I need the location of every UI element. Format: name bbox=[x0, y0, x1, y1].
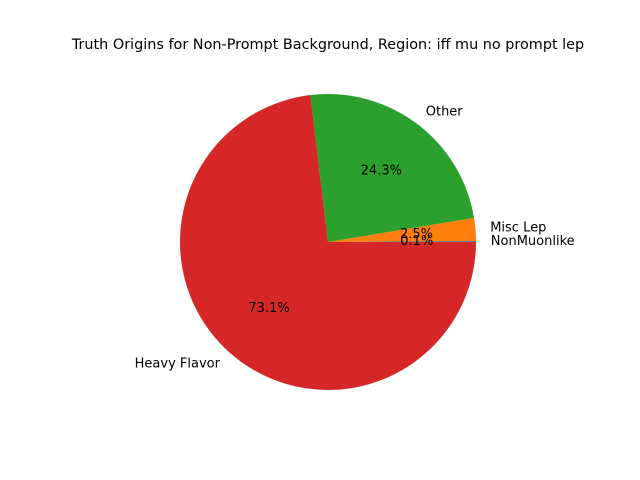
slice-pct-other: 24.3% bbox=[361, 163, 402, 178]
slice-label-heavy-flavor: Heavy Flavor bbox=[135, 356, 221, 371]
pie-slice-other bbox=[310, 94, 475, 242]
chart-title: Truth Origins for Non-Prompt Background,… bbox=[71, 37, 584, 53]
slice-label-nonmuonlike: NonMuonlike bbox=[491, 234, 575, 249]
slice-label-other: Other bbox=[426, 104, 464, 119]
slice-label-misc-lep: Misc Lep bbox=[490, 221, 546, 236]
pie-labels: NonMuonlike 0.1% Misc Lep 2.5% Other 24.3% Hea… bbox=[135, 104, 575, 371]
pie-slice-nonmuonlike bbox=[328, 241, 476, 242]
slice-pct-heavy-flavor: 73.1% bbox=[248, 301, 289, 316]
slice-pct-misc-lep: 2.5% bbox=[400, 227, 433, 242]
pie-slice-misc-lep bbox=[328, 217, 476, 242]
pie-slice-heavy-flavor bbox=[180, 95, 476, 390]
slice-pct-nonmuonlike: 0.1% bbox=[400, 234, 433, 249]
pie-slices bbox=[180, 94, 476, 390]
